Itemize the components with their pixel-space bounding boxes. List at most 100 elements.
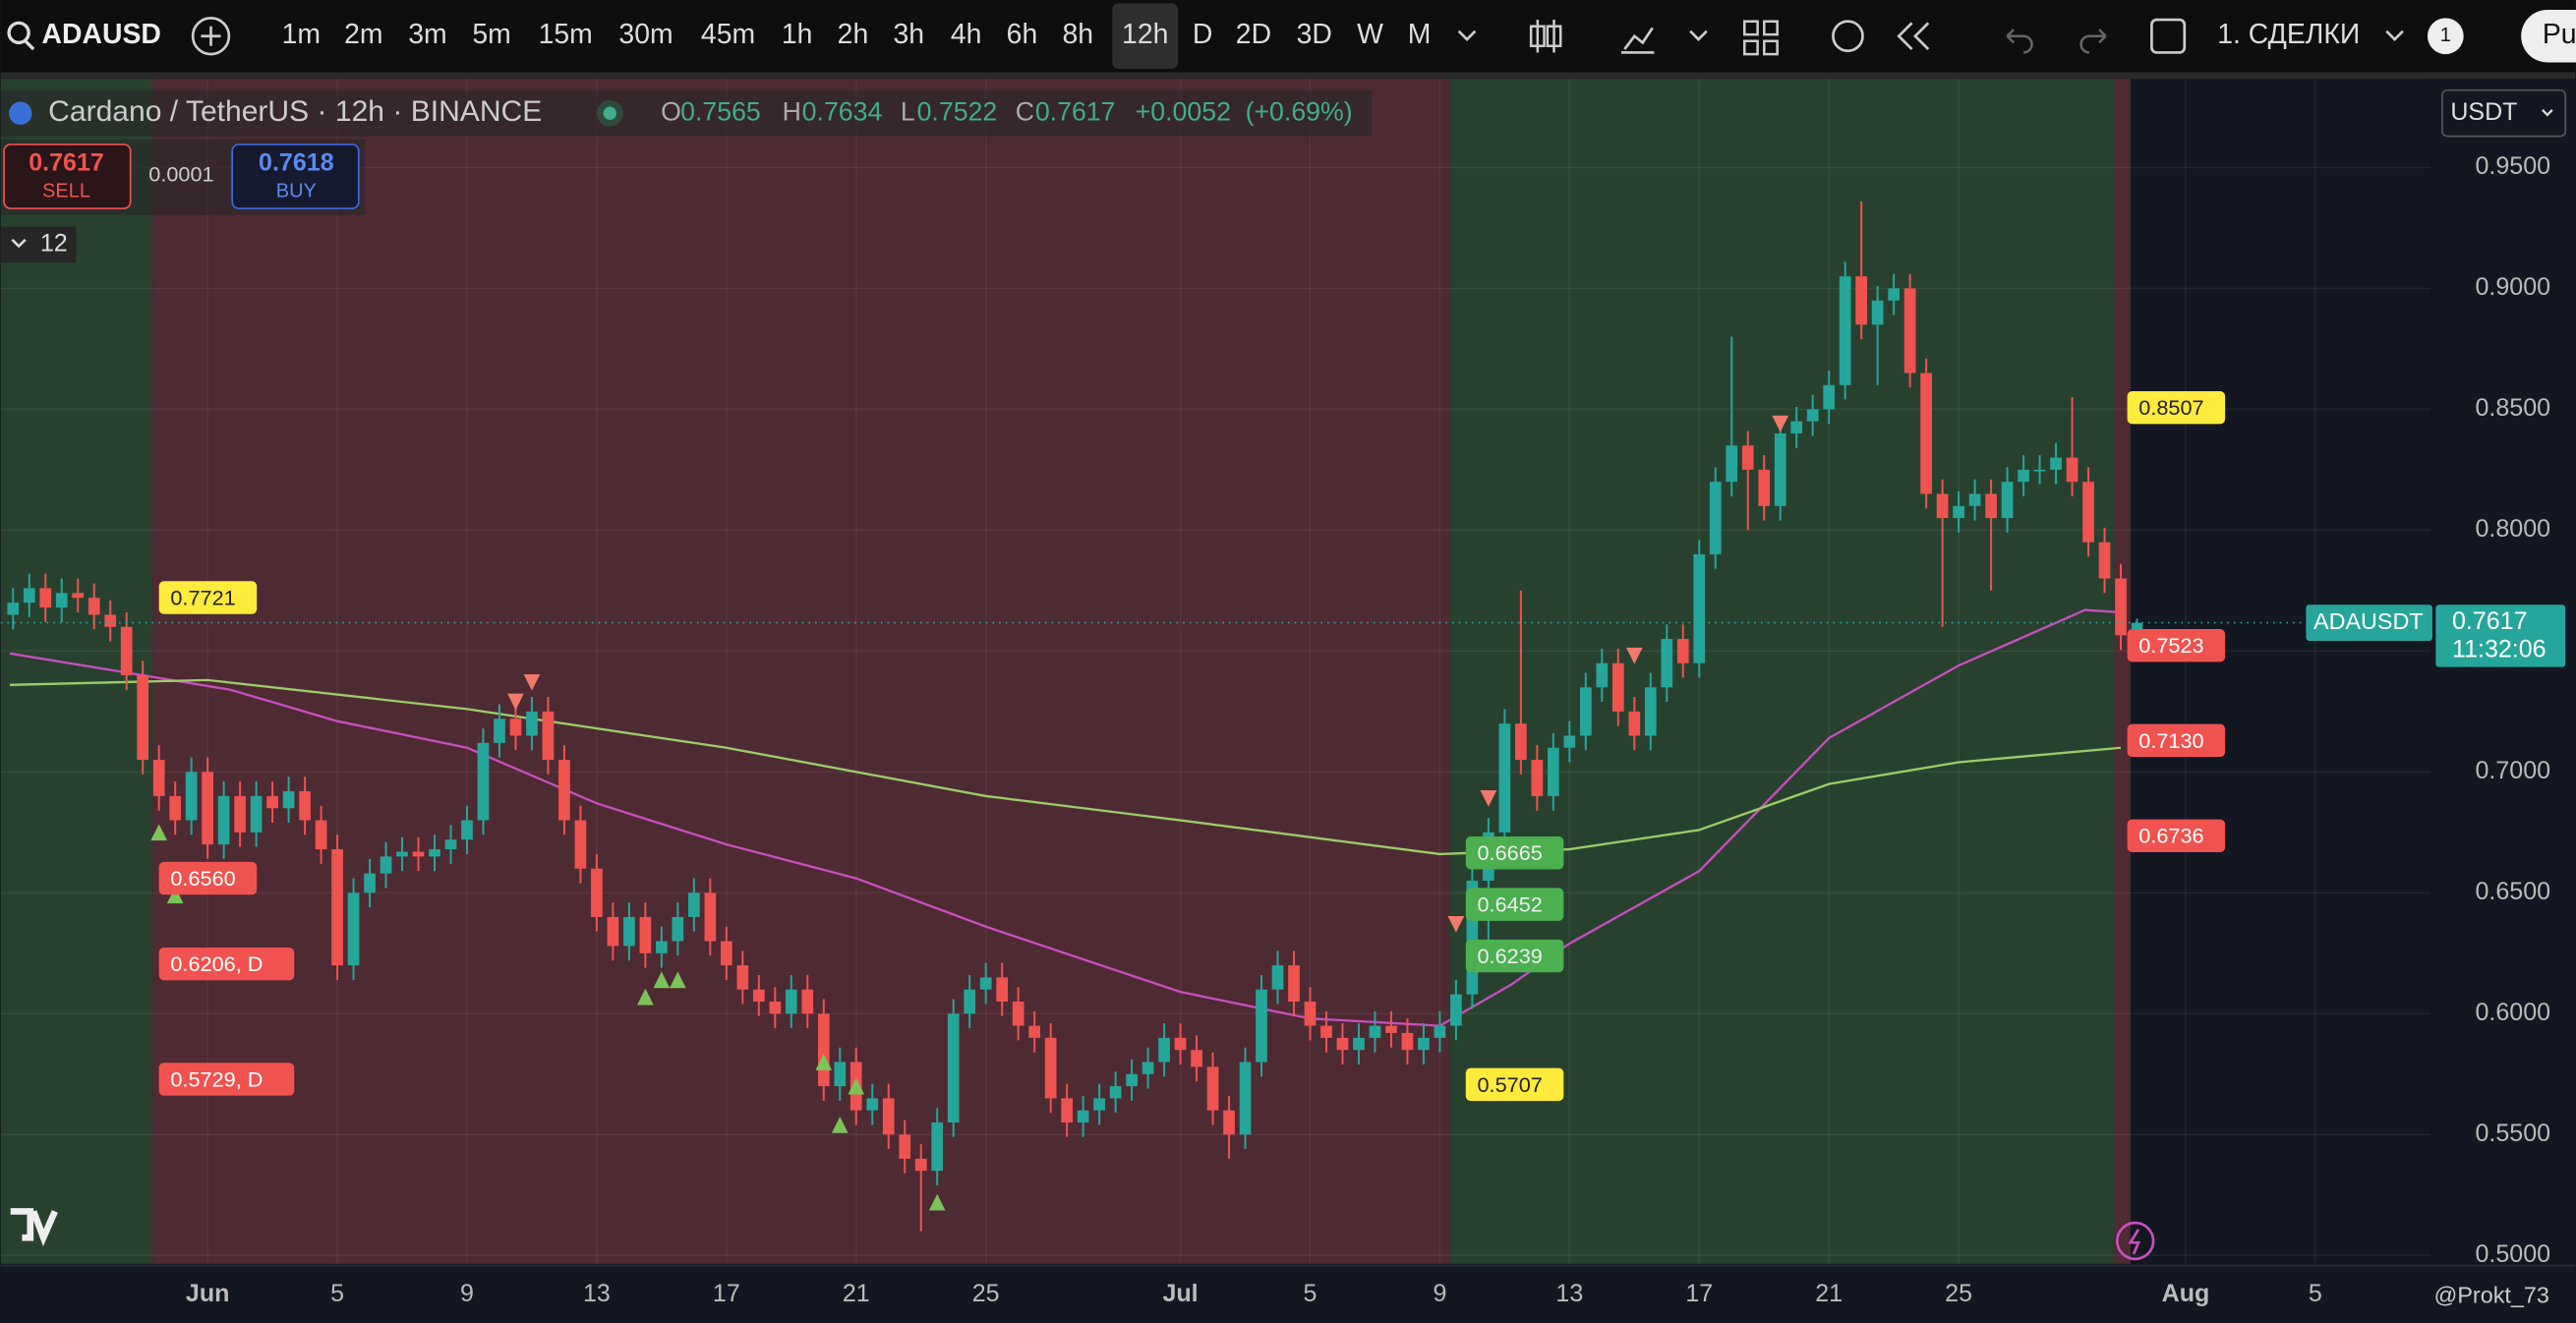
- candle-body: [558, 760, 570, 821]
- interval[interactable]: 45m: [701, 19, 755, 50]
- symbol-tag: [2306, 604, 2432, 641]
- indicators[interactable]: [1621, 27, 1655, 54]
- candle-body: [1256, 989, 1267, 1063]
- alert[interactable]: [1832, 20, 1864, 53]
- x-tick-label: 5: [1304, 1280, 1317, 1307]
- candle-body: [55, 593, 68, 608]
- badge[interactable]: [2427, 18, 2464, 55]
- interval-dropdown[interactable]: [1457, 29, 1477, 41]
- interval[interactable]: 6h: [1007, 19, 1038, 50]
- price-label-text: 0.6206, D: [170, 951, 263, 976]
- candle-body: [1077, 1110, 1089, 1122]
- interval[interactable]: 30m: [618, 19, 673, 50]
- interval[interactable]: 8h: [1062, 19, 1093, 50]
- session-zone: [2114, 79, 2131, 1264]
- price-label: [158, 947, 295, 981]
- indicator-chevron: [11, 238, 27, 249]
- redo[interactable]: [2079, 29, 2107, 54]
- search-icon: [24, 39, 35, 51]
- high-label: H: [783, 96, 801, 126]
- candle-body: [882, 1098, 895, 1135]
- candle-body: [1174, 1037, 1187, 1051]
- price-label-text: 0.7523: [2138, 633, 2203, 658]
- price-label: [1465, 888, 1564, 921]
- interval[interactable]: 15m: [539, 19, 593, 50]
- price-label-text: 0.7130: [2138, 728, 2203, 753]
- candle-body: [1936, 493, 1949, 519]
- signal-marker: [150, 824, 168, 841]
- candle-body: [2050, 457, 2062, 470]
- candle-body: [169, 795, 182, 821]
- candle-body: [1596, 662, 1609, 688]
- candle-body: [315, 820, 327, 850]
- lightning-button[interactable]: [2116, 1221, 2155, 1261]
- interval[interactable]: M: [1408, 19, 1432, 50]
- price-axis: [2430, 79, 2576, 1264]
- layout-name[interactable]: 1. СДЕЛКИ: [2217, 19, 2360, 50]
- interval[interactable]: 1m: [282, 19, 321, 50]
- indicator-count: 12: [40, 229, 68, 257]
- interval[interactable]: 5m: [472, 19, 510, 50]
- templates[interactable]: [1743, 20, 1779, 56]
- interval[interactable]: 1h: [782, 19, 813, 50]
- interval[interactable]: 4h: [951, 19, 982, 50]
- add-symbol[interactable]: [191, 17, 231, 56]
- candle-body: [1288, 965, 1300, 1003]
- interval[interactable]: 3h: [893, 19, 924, 50]
- lightning-icon: [2128, 1229, 2141, 1255]
- moving-average: [9, 678, 2122, 856]
- candle-body: [1191, 1050, 1202, 1067]
- y-tick-label: 0.8500: [2476, 394, 2551, 422]
- x-tick-label: 21: [1815, 1280, 1843, 1307]
- replay[interactable]: [1897, 22, 1930, 51]
- interval[interactable]: 12h: [1122, 19, 1168, 50]
- candle-body: [1611, 662, 1624, 712]
- undo[interactable]: [2006, 29, 2033, 54]
- candle-body: [396, 851, 408, 857]
- low-label: L: [901, 96, 915, 126]
- interval[interactable]: W: [1357, 19, 1383, 50]
- chart-type[interactable]: [1529, 20, 1562, 53]
- sell-price: 0.7617: [29, 149, 104, 177]
- currency-select[interactable]: [2441, 89, 2567, 138]
- candle-body: [1531, 760, 1544, 796]
- interval[interactable]: 2m: [344, 19, 382, 50]
- price-label-text: 0.6239: [1477, 944, 1542, 968]
- x-tick-label: 9: [460, 1280, 474, 1307]
- interval[interactable]: 3D: [1297, 19, 1332, 50]
- candle-body: [1563, 735, 1576, 748]
- buy-button[interactable]: [231, 144, 360, 209]
- interval[interactable]: 3m: [408, 19, 446, 50]
- indicator-toggle[interactable]: [0, 226, 77, 263]
- layout-icon[interactable]: [2150, 18, 2187, 54]
- search-icon[interactable]: [7, 21, 30, 45]
- interval[interactable]: 2D: [1236, 19, 1271, 50]
- interval[interactable]: D: [1193, 19, 1213, 50]
- candle-body: [1855, 276, 1868, 325]
- candle-body: [785, 989, 797, 1014]
- publish-button[interactable]: [2521, 10, 2576, 63]
- candle-body: [1012, 1002, 1025, 1026]
- price-label: [158, 1063, 295, 1096]
- candle-body: [1450, 994, 1462, 1026]
- candle-body: [591, 868, 603, 917]
- candle-body: [752, 989, 765, 1003]
- candle-body: [1320, 1025, 1332, 1038]
- legend-panel: [0, 89, 1373, 137]
- candle-body: [444, 839, 457, 850]
- price-label: [1465, 836, 1564, 870]
- candle-body: [1498, 723, 1511, 833]
- layout-dropdown[interactable]: [2385, 29, 2404, 41]
- candle-body: [1061, 1098, 1073, 1122]
- close-label: C: [1016, 96, 1034, 126]
- sell-label: SELL: [42, 181, 90, 202]
- sell-button[interactable]: [3, 144, 132, 209]
- candle-body: [1774, 432, 1786, 506]
- candle-body: [656, 941, 668, 953]
- symbol[interactable]: ADAUSD: [41, 19, 160, 50]
- interval[interactable]: 2h: [838, 19, 869, 50]
- candle-body: [2082, 482, 2094, 543]
- candle-body: [2115, 578, 2127, 636]
- x-tick-label: 17: [1685, 1280, 1713, 1307]
- indicators-dropdown[interactable]: [1689, 29, 1708, 41]
